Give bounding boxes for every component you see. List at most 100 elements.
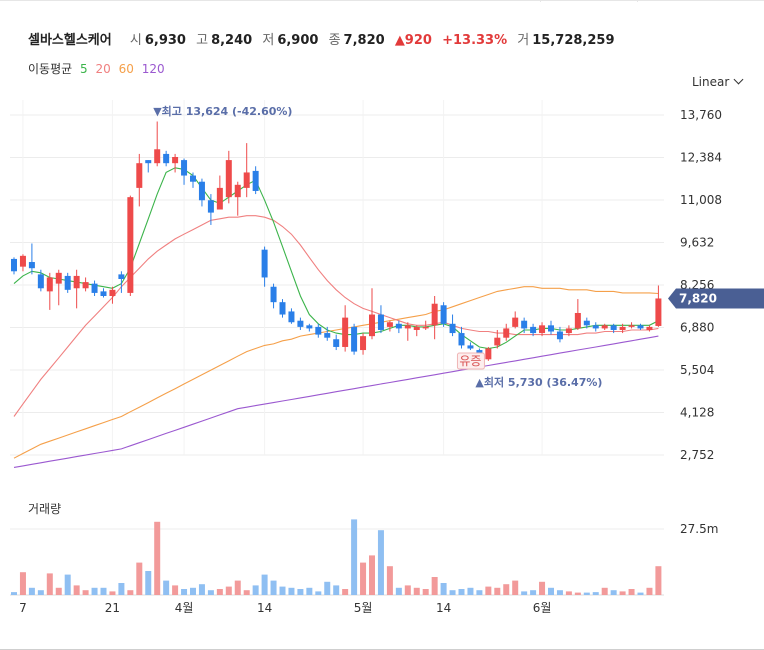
volume-bar [19, 572, 26, 595]
candle-body [270, 286, 277, 303]
candle-body [261, 249, 268, 278]
candle-body [333, 339, 340, 347]
candle-body [592, 325, 599, 329]
candle-body [91, 283, 98, 293]
candle-body [458, 333, 465, 346]
ma-5-label[interactable]: 5 [80, 62, 88, 76]
y-tick-label: 9,632 [680, 236, 714, 250]
volume-bar [467, 587, 474, 595]
moving-average-lines [13, 167, 659, 468]
volume-bar [324, 581, 331, 595]
volume-bar [55, 587, 62, 595]
candle-body [216, 187, 223, 210]
y-tick-label: 4,128 [680, 406, 714, 420]
volume-bar [118, 583, 125, 595]
candle-body [100, 291, 107, 296]
volume-bar [127, 590, 134, 595]
candle-body [109, 289, 116, 296]
volume-bar [503, 584, 510, 595]
x-tick-label: 4월 [175, 601, 194, 615]
x-tick-label: 21 [105, 601, 120, 615]
volume-bar [91, 587, 98, 595]
volume-bar [512, 580, 519, 595]
y-tick-label: 12,384 [680, 151, 722, 165]
candle-body [574, 312, 581, 329]
volume-bar [207, 590, 214, 595]
volume-bar [655, 566, 662, 595]
x-tick-label: 5월 [354, 601, 373, 615]
candle-body [11, 258, 17, 272]
volume-bar [234, 580, 241, 595]
open-price: 6,930 [144, 33, 186, 48]
volume-bar [73, 585, 80, 595]
candle-body [55, 272, 62, 284]
volume-bar [610, 590, 617, 595]
moving-average-legend[interactable]: 이동평균 5 20 60 120 [28, 60, 169, 77]
low-annotation: ▲최저 5,730 (36.47%) [475, 375, 602, 389]
volume-bar [333, 585, 340, 595]
candle-body [565, 328, 572, 334]
volume-bar [548, 587, 554, 595]
candle-body [181, 160, 188, 176]
volume-bar [100, 587, 107, 595]
candle-body [440, 305, 447, 324]
scale-dropdown[interactable]: Linear [692, 74, 744, 89]
low-label: 저 [262, 33, 275, 48]
candle-body [530, 326, 537, 334]
ma-120-label[interactable]: 120 [141, 62, 165, 76]
date-axis: 7 21 4월 14 5월 14 6월 [19, 601, 551, 615]
candle-body [619, 326, 626, 330]
volume-bar [288, 587, 295, 595]
volume-bar [252, 585, 259, 595]
volume-bar [592, 592, 599, 595]
y-tick-label: 6,880 [680, 321, 714, 335]
ma-60-label[interactable]: 60 [118, 62, 134, 76]
volume-bar [458, 589, 465, 595]
volume-bar [109, 591, 116, 595]
volume-bar [485, 586, 492, 595]
volume-bar [181, 589, 188, 595]
candle-body [637, 325, 644, 329]
volume-bar [11, 592, 17, 595]
volume-axis-label: 27.5m [680, 522, 718, 536]
volume-bar [369, 555, 375, 595]
volume-bar [413, 587, 420, 595]
ma-title: 이동평균 [28, 62, 73, 76]
y-tick-label: 13,760 [680, 108, 722, 122]
volume-bars [11, 519, 662, 595]
candlesticks [11, 121, 662, 364]
volume-bar [243, 590, 250, 595]
candle-body [154, 149, 161, 164]
volume-bar [583, 592, 590, 595]
candle-body [288, 311, 295, 323]
volume-bar [145, 571, 152, 595]
candle-body [386, 322, 393, 327]
close-price: 7,820 [343, 33, 385, 48]
candle-body [360, 336, 367, 351]
volume-bar [46, 573, 53, 595]
ma-20-label[interactable]: 20 [95, 62, 111, 76]
candle-body [646, 326, 653, 330]
candle-body [342, 317, 349, 347]
volume-bar [530, 590, 537, 595]
candle-body [243, 172, 250, 188]
candle-body [118, 274, 125, 280]
volume-bar [216, 589, 223, 595]
candle-body [145, 160, 152, 164]
low-price: 6,900 [277, 33, 319, 48]
candle-body [234, 184, 241, 198]
candle-body [413, 326, 420, 330]
volume-bar [136, 562, 143, 595]
volume-bar [619, 591, 626, 595]
volume-bar [440, 583, 447, 595]
candle-body [73, 275, 80, 289]
price-change-pct: +13.33% [442, 33, 508, 48]
volume-bar [395, 587, 402, 595]
volume-bar [37, 590, 44, 595]
volume-bar [82, 590, 89, 595]
current-price-label: 7,820 [679, 291, 717, 305]
volume-bar [449, 590, 456, 595]
candle-body [37, 274, 44, 289]
volume-bar [190, 587, 196, 595]
